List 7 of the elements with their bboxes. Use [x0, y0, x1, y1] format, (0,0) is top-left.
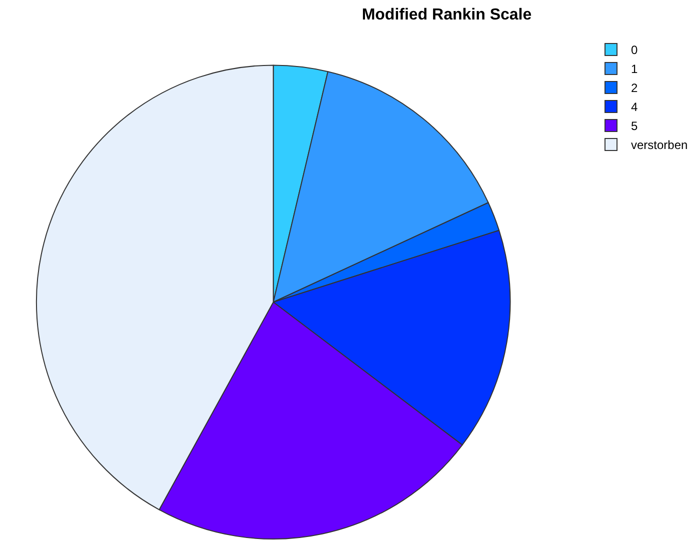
legend-label: verstorben	[631, 138, 688, 152]
legend-label: 0	[631, 43, 638, 58]
chart-title: Modified Rankin Scale	[362, 6, 532, 24]
legend-label: 2	[631, 81, 638, 96]
legend-label: 5	[631, 119, 638, 134]
legend-label: 4	[631, 100, 638, 114]
legend-label: 1	[631, 62, 638, 76]
